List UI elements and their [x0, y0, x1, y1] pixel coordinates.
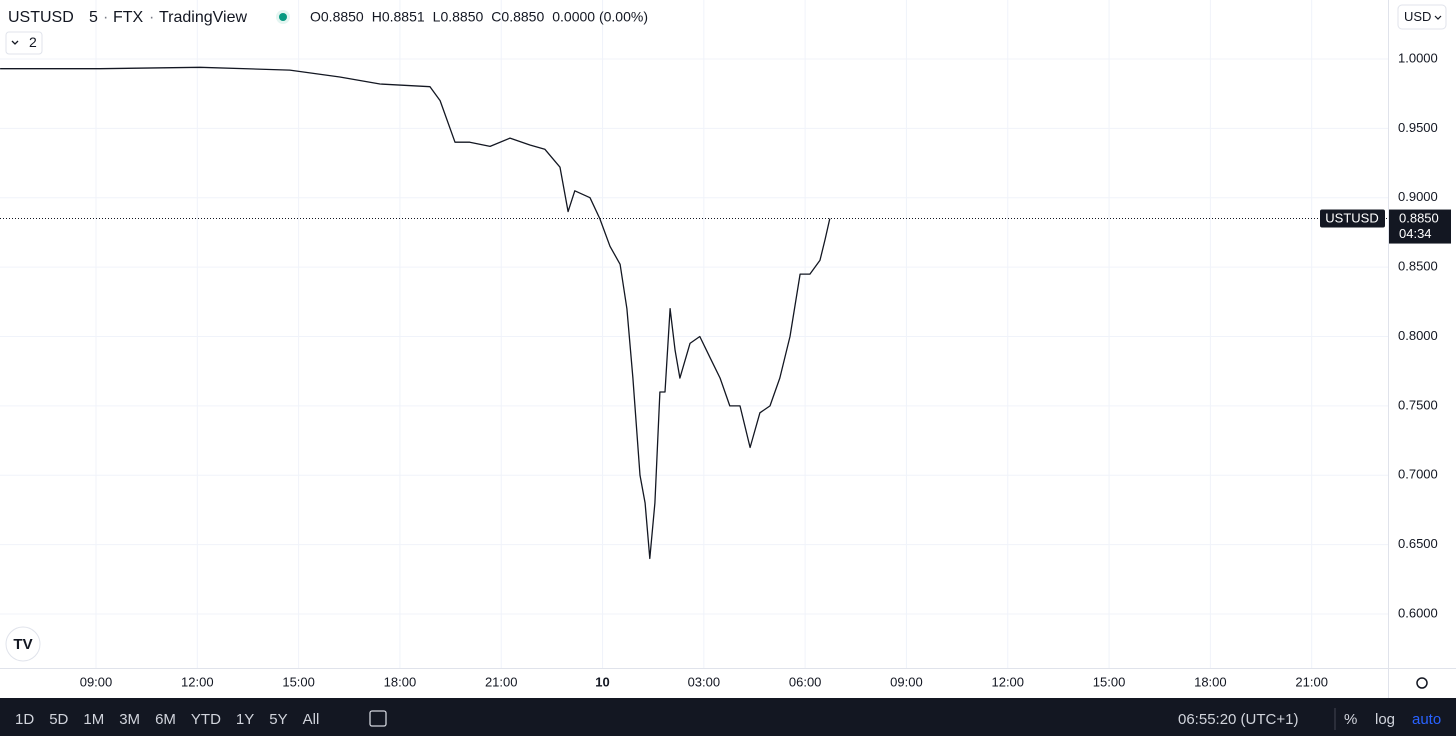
ohlc-value: 0.8850	[321, 9, 364, 25]
interval: 5	[89, 9, 98, 26]
exchange: FTX	[113, 9, 144, 26]
toolbar-items: 1D 5D 1M 3M 6M YTD 1Y 5Y All	[15, 711, 319, 728]
clock: 06:55:20 (UTC+1)	[1178, 711, 1298, 728]
y-tick-label: 0.6000	[1398, 605, 1438, 620]
percent-toggle[interactable]: %	[1344, 711, 1357, 728]
x-tick-label: 09:00	[80, 674, 113, 689]
range-button[interactable]: 1Y	[236, 711, 254, 728]
range-button[interactable]: 6M	[155, 711, 176, 728]
indicators-toggle[interactable]	[5, 31, 43, 55]
y-tick-label: 0.7500	[1398, 397, 1438, 412]
change: 0.0000 (0.00%)	[552, 9, 648, 25]
indicators-count: 2	[29, 34, 37, 50]
ohlc-key: C	[491, 9, 501, 25]
y-tick-label: 0.6500	[1398, 536, 1438, 551]
y-tick-label: 0.8500	[1398, 259, 1438, 274]
x-tick-label: 21:00	[1295, 674, 1328, 689]
symbol: USTUSD	[8, 9, 74, 26]
x-tick-label: 18:00	[1194, 674, 1227, 689]
settings-icon[interactable]	[1416, 677, 1428, 689]
ohlc-key: H	[372, 9, 382, 25]
symbol-badge	[1320, 209, 1385, 228]
range-button[interactable]: 3M	[119, 711, 140, 728]
range-button[interactable]: YTD	[191, 711, 221, 728]
x-tick-label: 21:00	[485, 674, 518, 689]
chevron	[1434, 15, 1442, 20]
y-tick-label: 0.7000	[1398, 467, 1438, 482]
ohlc-key: O	[310, 9, 321, 25]
chevron	[11, 40, 19, 45]
countdown: 04:34	[1399, 226, 1432, 241]
ohlc-value: 0.8851	[382, 9, 425, 25]
x-tick-label: 15:00	[282, 674, 315, 689]
range-button[interactable]: 1M	[83, 711, 104, 728]
ohlc-value: 0.8850	[440, 9, 483, 25]
currency-button[interactable]	[1397, 4, 1447, 30]
x-tick-label: 09:00	[890, 674, 923, 689]
x-tick-label: 18:00	[384, 674, 417, 689]
goto-date-icon[interactable]	[369, 710, 387, 727]
sep: ·	[149, 9, 154, 26]
x-tick-label: 10	[595, 674, 609, 689]
price-badge	[1389, 209, 1451, 244]
price-badge-label: 0.8850	[1399, 210, 1439, 225]
x-tick-label: 15:00	[1093, 674, 1126, 689]
plot	[0, 66, 1388, 560]
auto-toggle[interactable]: auto	[1412, 711, 1441, 728]
x-tick-label: 12:00	[991, 674, 1024, 689]
y-tick-label: 0.8000	[1398, 328, 1438, 343]
price-line	[0, 66, 831, 560]
ohlc-key: L	[433, 9, 441, 25]
x-tick-label: 12:00	[181, 674, 214, 689]
y-tick-label: 0.9000	[1398, 189, 1438, 204]
sep: ·	[103, 9, 108, 26]
currency: USD	[1404, 9, 1431, 24]
range-button[interactable]: All	[303, 711, 320, 728]
ohlc: O 0.8850 H 0.8851 L 0.8850 C 0.8850 0.0000 (0.00…	[310, 9, 648, 25]
range-button[interactable]: 5Y	[269, 711, 287, 728]
grid	[0, 0, 1388, 668]
y-tick-label: 1.0000	[1398, 50, 1438, 65]
symbol-badge-label: USTUSD	[1325, 210, 1378, 225]
status-dot	[279, 13, 287, 21]
logo-bg	[5, 626, 41, 662]
toolbar	[0, 698, 1456, 736]
range-button[interactable]: 5D	[49, 711, 68, 728]
x-tick-label: 06:00	[789, 674, 822, 689]
logo: TV	[13, 636, 32, 653]
x-tick-label: 03:00	[688, 674, 721, 689]
ohlc-value: 0.8850	[501, 9, 544, 25]
y-tick-label: 0.9500	[1398, 120, 1438, 135]
log-toggle[interactable]: log	[1375, 711, 1395, 728]
source: TradingView	[159, 9, 247, 26]
range-button[interactable]: 1D	[15, 711, 34, 728]
